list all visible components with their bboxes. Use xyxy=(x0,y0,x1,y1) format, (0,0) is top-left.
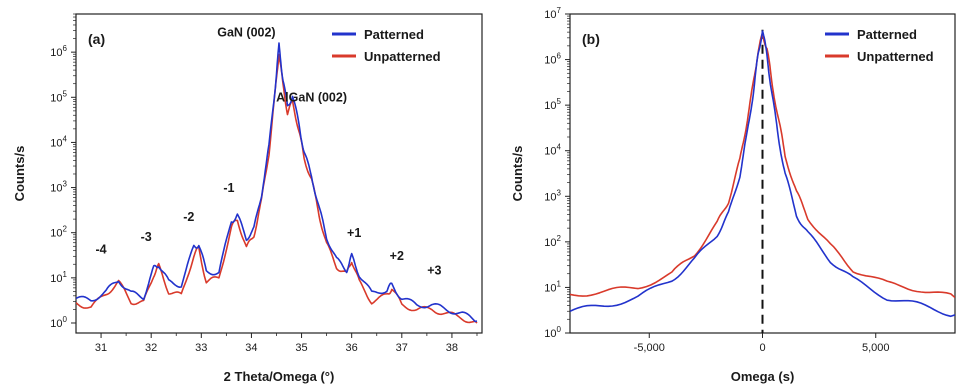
chart-1-y-tick-label: 106 xyxy=(544,52,561,67)
chart-0-y-tick-label: 102 xyxy=(50,225,67,240)
chart-0-legend-label-patterned: Patterned xyxy=(364,27,424,42)
chart-0-x-tick-label: 31 xyxy=(95,342,107,354)
chart-0-y-axis-title: Counts/s xyxy=(12,146,27,202)
chart-1-legend-label-unpatterned: Unpatterned xyxy=(857,49,934,64)
chart-1-y-tick-label: 100 xyxy=(544,325,561,340)
chart-1-x-axis-title: Omega (s) xyxy=(731,369,795,384)
chart-panel-b: -5,000 0 5,000 100 101 102 103 104 105 106 107 Omeg… xyxy=(510,6,956,384)
chart-0-y-tick-label: 100 xyxy=(50,315,67,330)
chart-0-annotation: -3 xyxy=(141,230,152,244)
chart-0-annotation: +1 xyxy=(347,226,361,240)
chart-0-x-tick-label: 35 xyxy=(295,342,307,354)
chart-panel-a: 31 32 33 34 35 36 37 38 100 101 102 103 104 105 106 2 T… xyxy=(12,13,483,384)
chart-0-x-axis-title: 2 Theta/Omega (°) xyxy=(224,369,335,384)
chart-1-legend-label-patterned: Patterned xyxy=(857,27,917,42)
chart-0-series-line-unpatterned xyxy=(76,53,478,324)
chart-1-panel-label: (b) xyxy=(582,31,600,47)
chart-0-x-tick-label: 32 xyxy=(145,342,157,354)
chart-0-annotation: -1 xyxy=(223,181,234,195)
chart-0-y-tick-label: 106 xyxy=(50,44,67,59)
chart-1-y-tick-label: 101 xyxy=(544,279,561,294)
chart-0-x-tick-label: 34 xyxy=(245,342,257,354)
chart-1-y-tick-label: 102 xyxy=(544,234,561,249)
chart-1-y-tick-label: 105 xyxy=(544,97,561,112)
chart-1-series-line-patterned xyxy=(570,30,955,318)
chart-0-legend-label-unpatterned: Unpatterned xyxy=(364,49,441,64)
chart-1-x-tick-label: 0 xyxy=(759,342,765,354)
chart-0-annotation: +2 xyxy=(390,249,404,263)
chart-1-y-tick-label: 107 xyxy=(544,6,561,21)
chart-1-x-tick-label: -5,000 xyxy=(634,342,665,354)
chart-0-annotation: GaN (002) xyxy=(217,26,275,40)
chart-1-x-tick-label: 5,000 xyxy=(862,342,890,354)
chart-0-x-tick-label: 37 xyxy=(396,342,408,354)
chart-1-y-axis-title: Counts/s xyxy=(510,146,525,202)
chart-1-y-tick-label: 104 xyxy=(544,143,561,158)
chart-0-y-tick-label: 101 xyxy=(50,270,67,285)
chart-0-series-line-patterned xyxy=(76,42,478,323)
chart-0-x-tick-label: 33 xyxy=(195,342,207,354)
chart-0-plot-frame xyxy=(75,13,483,334)
chart-0-annotation: -2 xyxy=(183,210,194,224)
chart-0-annotation: +3 xyxy=(427,263,441,277)
chart-0-annotation: -4 xyxy=(95,242,106,256)
chart-0-x-tick-label: 36 xyxy=(346,342,358,354)
chart-0-y-tick-label: 105 xyxy=(50,89,67,104)
chart-0-annotation: AlGaN (002) xyxy=(276,91,347,105)
chart-1-y-tick-label: 103 xyxy=(544,188,561,203)
chart-0-y-tick-label: 104 xyxy=(50,134,67,149)
chart-0-panel-label: (a) xyxy=(88,31,105,47)
chart-0-y-tick-label: 103 xyxy=(50,180,67,195)
chart-0-x-tick-label: 38 xyxy=(446,342,458,354)
